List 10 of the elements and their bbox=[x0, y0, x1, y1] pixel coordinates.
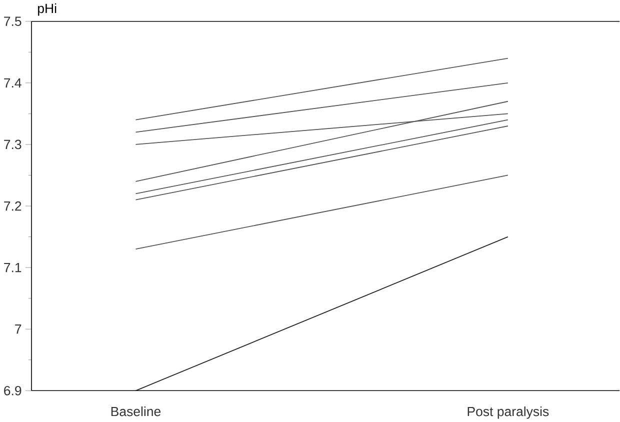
y-tick-label: 7.5 bbox=[4, 16, 22, 26]
y-tick-label: 7.4 bbox=[4, 78, 22, 88]
y-tick-label: 7.3 bbox=[4, 140, 22, 150]
y-tick-label: 7.1 bbox=[4, 262, 22, 272]
x-tick-label: Baseline bbox=[111, 406, 161, 416]
y-tick-label: 6.9 bbox=[4, 386, 22, 396]
y-axis-title: pHi bbox=[38, 3, 56, 16]
x-tick-label: Post paralysis bbox=[468, 406, 549, 419]
y-tick-label: 7.2 bbox=[4, 201, 22, 211]
y-tick-label: 7 bbox=[15, 324, 22, 334]
